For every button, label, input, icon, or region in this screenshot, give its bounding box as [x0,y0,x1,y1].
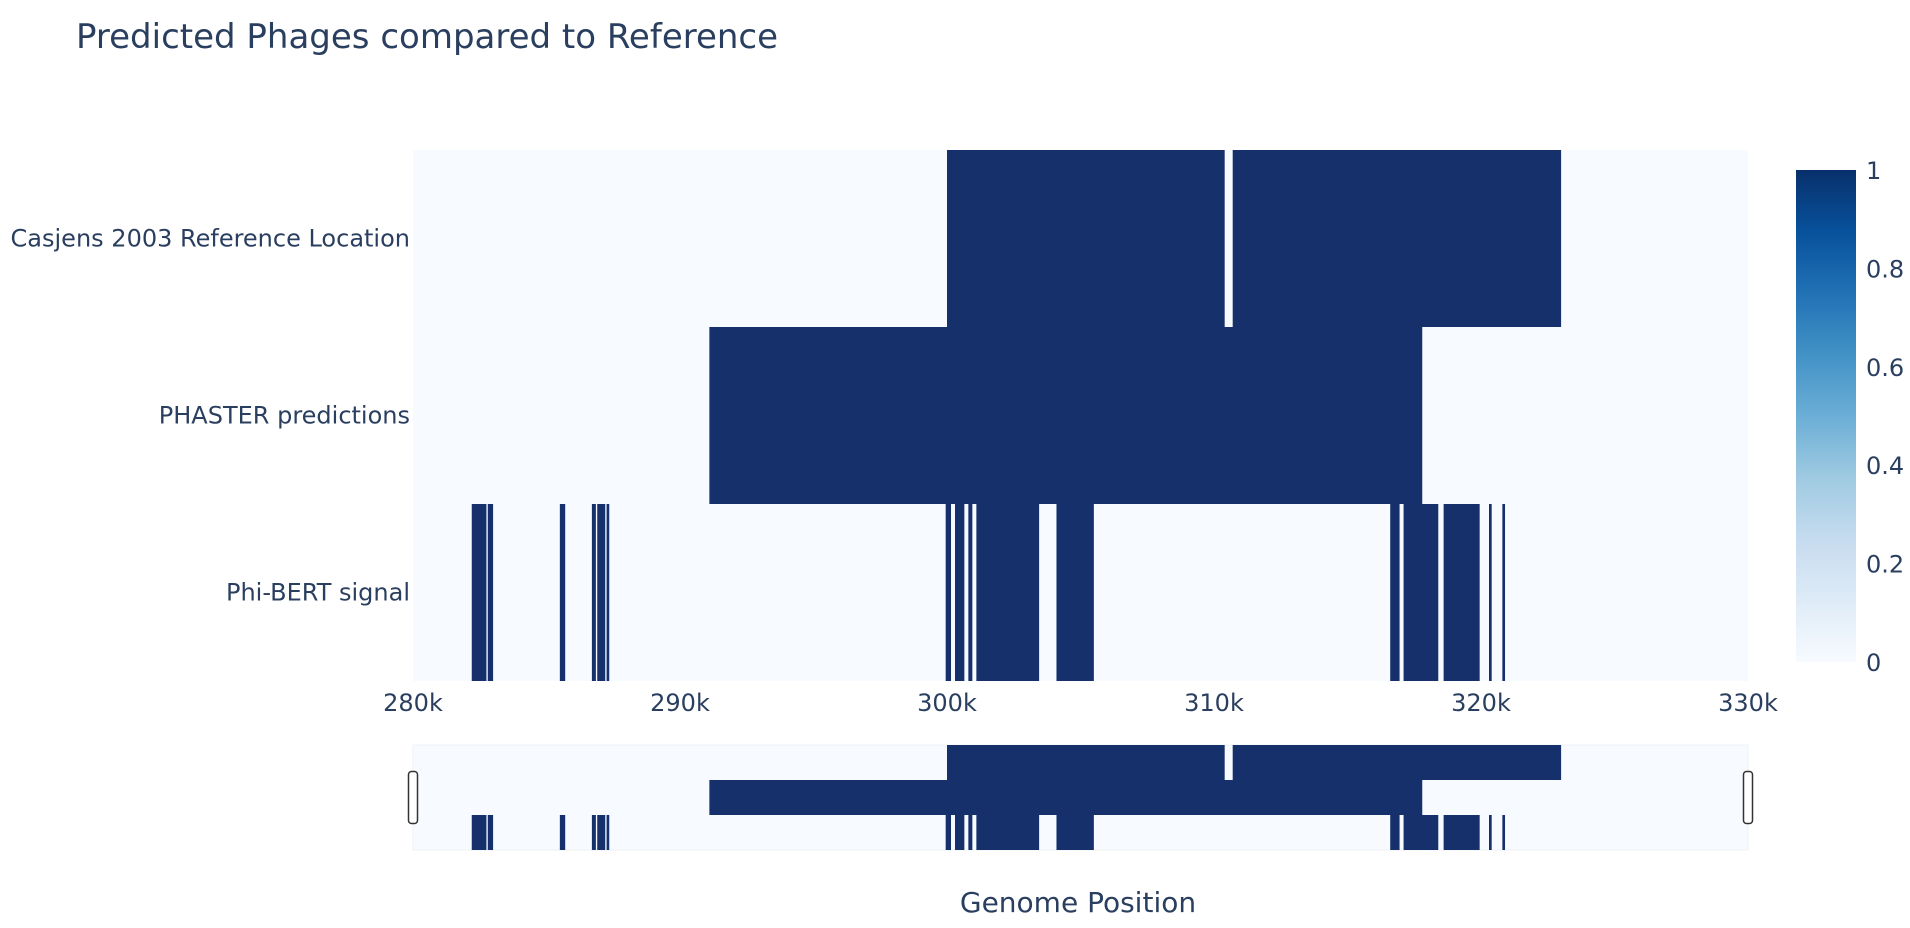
heatmap-cell [1056,504,1094,681]
range-slider-cell [1232,745,1562,780]
heatmap-cell [487,504,494,681]
heatmap-cell [968,504,973,681]
heatmap-row [947,150,1562,327]
colorbar-tick-label: 0 [1866,649,1881,677]
heatmap-cell [559,504,566,681]
range-slider-cell [591,815,596,850]
heatmap-row [709,327,1423,504]
heatmap-cell [1502,504,1506,681]
colorbar-tick-label: 0.4 [1866,452,1904,480]
range-slider-cell [471,815,487,850]
chart-title: Predicted Phages compared to Reference [76,17,778,57]
heatmap-cell [709,327,1423,504]
heatmap-cell [976,504,1040,681]
heatmap-cell [471,504,487,681]
heatmap-cell [1403,504,1439,681]
colorbar-tick-label: 0.8 [1866,255,1904,283]
heatmap-row [471,504,1506,681]
heatmap-cell [1232,150,1562,327]
range-slider-cell [1502,815,1506,850]
x-tick-label: 300k [917,689,977,717]
heatmap-cell [1443,504,1480,681]
range-slider-cell [1489,815,1492,850]
range-slider-cell [487,815,494,850]
range-slider-cell [709,780,1423,815]
range-slider-cell [945,815,952,850]
heatmap-cell [591,504,596,681]
range-slider-cell [1056,815,1094,850]
range-slider-cell [1403,815,1439,850]
range-slider[interactable] [407,744,1754,851]
heatmap-cell [597,504,606,681]
range-slider-cell [955,815,965,850]
range-slider-cell [559,815,566,850]
range-slider-cell [968,815,973,850]
colorbar-tick-label: 1 [1866,157,1881,185]
x-tick-label: 330k [1718,689,1778,717]
x-tick-label: 320k [1451,689,1511,717]
range-slider-cell [947,745,1225,780]
range-slider-cell [1443,815,1480,850]
heatmap-cell [945,504,952,681]
x-tick-label: 310k [1184,689,1244,717]
y-tick-label: PHASTER predictions [159,402,410,430]
heatmap-cell [606,504,610,681]
range-slider-cell [597,815,606,850]
range-slider-cell [606,815,610,850]
y-tick-label: Phi-BERT signal [226,579,410,607]
heatmap-cell [1489,504,1492,681]
colorbar-gradient [1796,170,1856,662]
heatmap-cell [955,504,965,681]
colorbar-tick-label: 0.6 [1866,354,1904,382]
range-slider-right-handle[interactable] [1742,770,1754,825]
x-tick-label: 280k [383,689,443,717]
heatmap-plot-area[interactable] [413,150,1748,681]
x-axis-title: Genome Position [960,886,1196,919]
heatmap-cell [1390,504,1400,681]
heatmap-cell [947,150,1225,327]
range-slider-left-handle[interactable] [407,770,419,825]
range-slider-cell [1390,815,1400,850]
y-tick-label: Casjens 2003 Reference Location [11,225,410,253]
colorbar: 0 0.2 0.4 0.6 0.8 1 [1796,157,1904,677]
colorbar-tick-label: 0.2 [1866,551,1904,579]
x-tick-label: 290k [650,689,710,717]
range-slider-cell [976,815,1040,850]
